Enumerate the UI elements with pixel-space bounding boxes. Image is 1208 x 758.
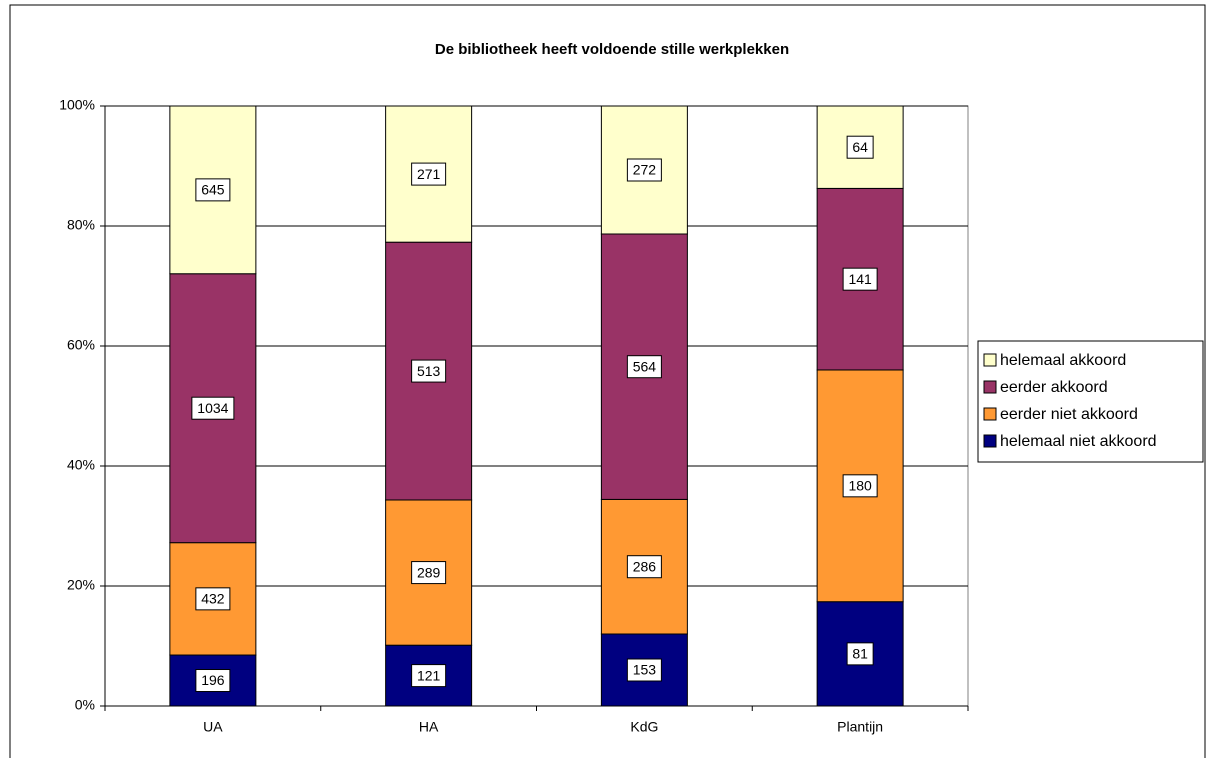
data-label-box (411, 561, 447, 585)
data-label: 432 (201, 591, 225, 607)
y-tick-label: 40% (67, 457, 95, 473)
legend-swatch (983, 434, 997, 448)
data-label-box (195, 178, 231, 202)
x-tick-label: UA (203, 719, 223, 735)
data-label: 564 (633, 358, 657, 374)
data-label: 289 (417, 564, 441, 580)
data-label: 141 (848, 271, 872, 287)
legend-swatch (983, 353, 997, 367)
data-label-box (626, 158, 662, 182)
legend-box (977, 340, 1204, 463)
x-tick-label: KdG (630, 719, 658, 735)
data-label: 196 (201, 672, 225, 688)
data-label-box (195, 669, 231, 693)
data-label-box (626, 355, 662, 379)
chart-title: De bibliotheek heeft voldoende stille we… (435, 41, 789, 58)
data-label-box (842, 267, 878, 291)
data-label: 271 (417, 166, 441, 182)
x-tick-label: HA (419, 719, 439, 735)
data-label-box (195, 587, 231, 611)
legend-label: helemaal akkoord (1000, 352, 1126, 369)
legend-label: eerder akkoord (1000, 379, 1108, 396)
data-label-box (846, 135, 874, 159)
data-label-box (411, 664, 447, 688)
data-label-box (411, 162, 447, 186)
legend-swatch (983, 380, 997, 394)
data-label-box (626, 555, 662, 579)
data-label: 64 (852, 139, 868, 155)
x-tick-label: Plantijn (837, 719, 883, 735)
data-label: 121 (417, 667, 441, 683)
data-label-box (191, 396, 235, 420)
legend-label: eerder niet akkoord (1000, 406, 1138, 423)
data-label-box (411, 359, 447, 383)
data-label-box (842, 474, 878, 498)
data-label: 81 (852, 646, 868, 662)
data-label: 513 (417, 363, 441, 379)
data-label: 1034 (197, 400, 228, 416)
y-tick-label: 0% (75, 697, 95, 713)
data-label: 645 (201, 182, 225, 198)
y-tick-label: 80% (67, 217, 95, 233)
data-label-box (846, 642, 874, 666)
y-tick-label: 100% (59, 97, 95, 113)
data-label: 286 (633, 558, 657, 574)
legend-label: helemaal niet akkoord (1000, 433, 1157, 450)
data-label-box (626, 658, 662, 682)
data-label: 180 (848, 478, 872, 494)
legend-swatch (983, 407, 997, 421)
y-tick-label: 20% (67, 577, 95, 593)
data-label: 272 (633, 162, 657, 178)
y-tick-label: 60% (67, 337, 95, 353)
data-label: 153 (633, 662, 657, 678)
